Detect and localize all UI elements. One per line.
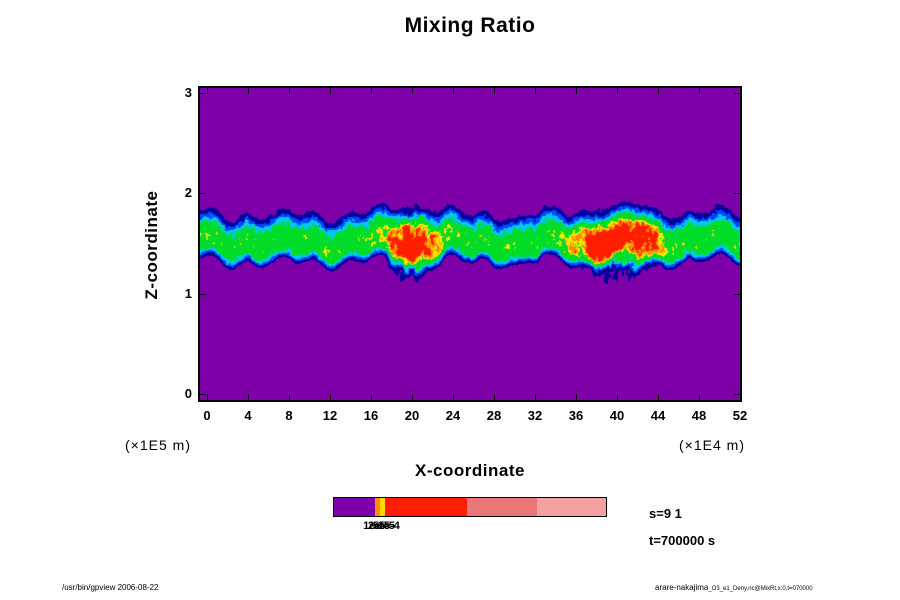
x-tick-mark: [288, 394, 290, 400]
x-tick-mark: [493, 88, 495, 94]
x-tick-label: 44: [650, 408, 666, 423]
y-tick-label: 3: [184, 85, 192, 101]
x-tick-mark: [657, 394, 659, 400]
x-tick-label: 16: [363, 408, 379, 423]
y-tick-mark: [734, 293, 740, 295]
y-tick-mark: [200, 293, 206, 295]
x-tick-label: 32: [527, 408, 543, 423]
x-tick-mark: [288, 88, 290, 94]
heatmap-canvas: [200, 88, 740, 400]
colorbar-tick-label: 5e-5: [372, 520, 395, 532]
colorbar-segment: [374, 498, 380, 516]
x-tick-mark: [411, 88, 413, 94]
x-tick-mark: [493, 394, 495, 400]
x-tick-mark: [370, 88, 372, 94]
y-axis-label: Z-coordinate: [142, 190, 161, 300]
x-tick-label: 8: [285, 408, 293, 423]
colorbar-segment: [466, 498, 537, 516]
plot-title: Mixing Ratio: [404, 14, 536, 37]
x-tick-mark: [698, 394, 700, 400]
x-tick-mark: [534, 88, 536, 94]
y-tick-mark: [200, 93, 206, 95]
x-tick-mark: [698, 88, 700, 94]
x-tick-mark: [370, 394, 372, 400]
x-tick-mark: [247, 88, 249, 94]
x-tick-mark: [740, 88, 741, 94]
colorbar-segment: [536, 498, 606, 516]
x-tick-mark: [452, 394, 454, 400]
colorbar-tick-label: 2e-5: [368, 520, 391, 532]
x-tick-mark: [616, 88, 618, 94]
x-tick-mark: [452, 88, 454, 94]
y-tick-label: 2: [184, 185, 192, 201]
y-tick-mark: [734, 393, 740, 395]
x-tick-mark: [575, 394, 577, 400]
annotation-step: s=9 1: [649, 506, 682, 521]
x-tick-mark: [575, 88, 577, 94]
footer-dataset-main: arare-nakajima: [655, 583, 709, 592]
y-tick-mark: [734, 93, 740, 95]
x-tick-label: 48: [691, 408, 707, 423]
y-tick-label: 1: [184, 285, 192, 301]
x-axis-label: X-coordinate: [415, 461, 525, 480]
footer-dataset-tail: _O3_e1_Deny.nc@MixRt,x:0,t=070000: [708, 586, 813, 592]
x-tick-label: 20: [404, 408, 420, 423]
x-tick-label: 24: [445, 408, 461, 423]
x-tick-mark: [206, 394, 208, 400]
x-tick-mark: [411, 394, 413, 400]
x-tick-label: 12: [322, 408, 338, 423]
colorbar-segment: [379, 498, 385, 516]
x-tick-mark: [740, 394, 741, 400]
x-tick-mark: [247, 394, 249, 400]
x-tick-label: 28: [486, 408, 502, 423]
y-axis-unit: (×1E5 m): [125, 437, 191, 453]
colorbar: [333, 497, 607, 517]
annotation-time: t=700000 s: [649, 533, 716, 548]
x-tick-mark: [329, 394, 331, 400]
x-tick-mark: [206, 88, 208, 94]
x-tick-label: 36: [568, 408, 584, 423]
x-axis-unit: (×1E4 m): [679, 437, 745, 453]
colorbar-tick-label: 1e-4: [377, 520, 400, 532]
footer-command: /usr/bin/gpview 2006-08-22: [62, 583, 159, 592]
x-tick-label: 40: [609, 408, 625, 423]
colorbar-segment: [384, 498, 467, 516]
x-tick-mark: [329, 88, 331, 94]
y-tick-mark: [200, 193, 206, 195]
colorbar-segment: [334, 498, 375, 516]
y-tick-mark: [734, 193, 740, 195]
y-tick-label: 0: [184, 385, 192, 401]
y-tick-mark: [200, 393, 206, 395]
x-tick-label: 0: [203, 408, 211, 423]
x-tick-mark: [534, 394, 536, 400]
colorbar-tick-label: 1e-5: [363, 520, 386, 532]
footer-dataset: arare-nakajima_O3_e1_Deny.nc@MixRt,x:0,t…: [655, 583, 813, 592]
x-tick-label: 52: [732, 408, 748, 423]
x-tick-label: 4: [244, 408, 252, 423]
plot-area: [198, 86, 742, 402]
x-tick-mark: [657, 88, 659, 94]
x-tick-mark: [616, 394, 618, 400]
